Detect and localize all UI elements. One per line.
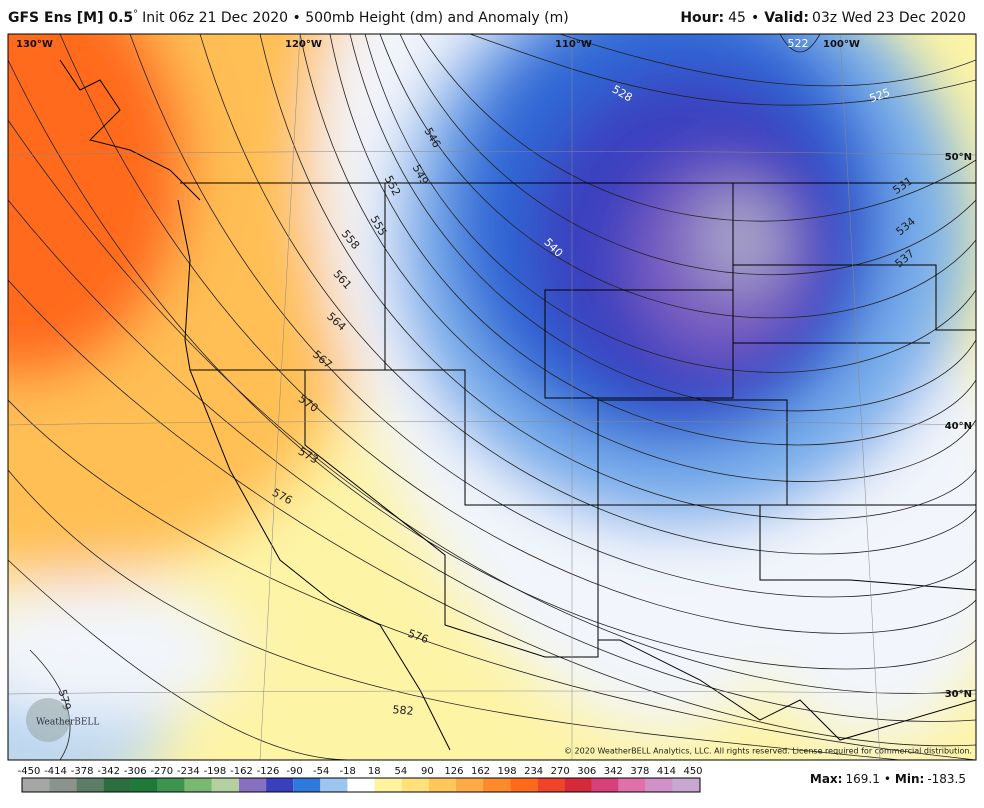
colorbar-swatch (510, 778, 538, 792)
colorbar-swatch (374, 778, 402, 792)
colorbar-label: -414 (44, 766, 67, 777)
colorbar-label: -18 (340, 766, 356, 777)
colorbar-swatch (76, 778, 104, 792)
colorbar-swatch (320, 778, 348, 792)
longitude-label: 100°W (823, 39, 860, 50)
colorbar-swatch (483, 778, 511, 792)
colorbar-swatch (266, 778, 294, 792)
colorbar-swatch (564, 778, 592, 792)
logo: WeatherBELL (26, 698, 99, 742)
colorbar-swatch (293, 778, 321, 792)
colorbar-label: 162 (471, 766, 490, 777)
longitude-label: 130°W (16, 39, 53, 50)
graticule-labels: 130°W 120°W 110°W 100°W 50°N 40°N 30°N (16, 39, 972, 700)
longitude-label: 120°W (285, 39, 322, 50)
colorbar-swatch (238, 778, 267, 792)
colorbar-label: -162 (230, 766, 253, 777)
colorbar-label: 342 (604, 766, 623, 777)
contour-label: 582 (392, 703, 414, 718)
colorbar-label: 414 (657, 766, 676, 777)
colorbar-label: 270 (551, 766, 570, 777)
colorbar-swatch (428, 778, 456, 792)
copyright: © 2020 WeatherBELL Analytics, LLC. All r… (564, 747, 972, 756)
colorbar-label: -126 (257, 766, 280, 777)
contour-label: 522 (788, 37, 809, 50)
colorbar-swatch (49, 778, 77, 792)
colorbar-swatch (22, 778, 50, 792)
graticule (8, 34, 976, 760)
colorbar-label: 18 (368, 766, 381, 777)
hour: 45 (728, 10, 746, 26)
latitude-label: 40°N (945, 421, 972, 432)
colorbar-label: 126 (444, 766, 463, 777)
latitude-label: 30°N (945, 689, 972, 700)
colorbar-swatch (672, 778, 700, 792)
colorbar-label: 54 (394, 766, 407, 777)
colorbar-swatch (103, 778, 131, 792)
colorbar-label: -54 (313, 766, 329, 777)
max-value: 169.1 (845, 772, 879, 786)
map-frame (7, 33, 977, 761)
colorbar-label: 198 (498, 766, 517, 777)
separator: • (884, 772, 891, 786)
max-label: Max: (810, 772, 843, 786)
borders (59, 59, 976, 751)
logo-text: WeatherBELL (36, 718, 99, 728)
longitude-label: 110°W (555, 39, 592, 50)
model: GFS Ens [M] 0.5 (8, 10, 133, 26)
colorbar-swatch (455, 778, 484, 792)
colorbar-label: 450 (683, 766, 702, 777)
latitude-label: 50°N (945, 152, 972, 163)
valid-label: Valid: (764, 10, 809, 26)
colorbar-swatch (591, 778, 619, 792)
separator: • (751, 10, 759, 26)
colorbar-swatch (211, 778, 239, 792)
colorbar-swatch (645, 778, 673, 792)
colorbar-label: -342 (97, 766, 120, 777)
colorbar-label: 306 (577, 766, 596, 777)
colorbar-label: -450 (18, 766, 41, 777)
hour-label: Hour: (680, 10, 724, 26)
valid-time: 03z Wed 23 Dec 2020 (812, 10, 966, 26)
init-text: Init 06z 21 Dec 2020 • 500mb Height (dm)… (142, 10, 569, 26)
colorbar-swatch (130, 778, 158, 792)
colorbar-label: -198 (204, 766, 227, 777)
colorbar: -450 -414 -378 -342 -306 -270 -234 -198 -162 -126… (18, 766, 703, 793)
degree: ° (133, 9, 138, 20)
header-right: Hour: 45 • Valid: 03z Wed 23 Dec 2020 (680, 10, 966, 26)
colorbar-label: 378 (630, 766, 649, 777)
colorbar-swatch (618, 778, 646, 792)
colorbar-swatch (347, 778, 375, 792)
colorbar-frame (21, 777, 701, 793)
colorbar-swatch (401, 778, 429, 792)
colorbar-label: -378 (71, 766, 94, 777)
colorbar-label: -306 (124, 766, 147, 777)
min-value: -183.5 (927, 772, 966, 786)
colorbar-label: -90 (286, 766, 302, 777)
colorbar-label: -234 (177, 766, 200, 777)
colorbar-label: -270 (150, 766, 173, 777)
colorbar-label: 234 (524, 766, 543, 777)
colorbar-swatch (537, 778, 565, 792)
colorbar-swatch (184, 778, 212, 792)
header-left: GFS Ens [M] 0.5° Init 06z 21 Dec 2020 • 5… (8, 9, 569, 26)
min-label: Min: (895, 772, 924, 786)
max-min: Max: 169.1 • Min: -183.5 (810, 772, 966, 786)
contours (8, 34, 976, 760)
colorbar-label: 90 (421, 766, 434, 777)
colorbar-swatch (157, 778, 185, 792)
